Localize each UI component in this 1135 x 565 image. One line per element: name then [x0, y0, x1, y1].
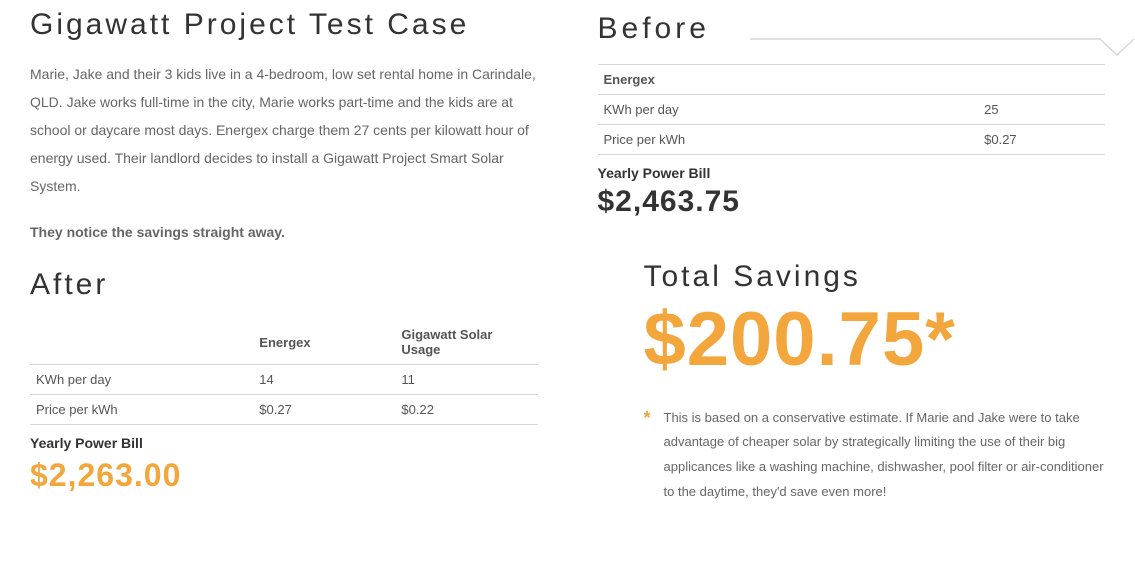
- savings-amount: $200.75*: [644, 300, 1106, 380]
- savings-title: Total Savings: [644, 260, 1106, 294]
- intro-callout: They notice the savings straight away.: [30, 218, 538, 246]
- after-bill-amount: $2,263.00: [30, 457, 538, 494]
- table-row: KWh per day 14 11: [30, 365, 538, 395]
- table-row: KWh per day 25: [598, 95, 1106, 125]
- before-row0-value: 25: [978, 95, 1105, 125]
- before-block: Before Energex KWh per day 25 Price per …: [598, 8, 1106, 246]
- after-title: After: [30, 268, 538, 302]
- before-row1-label: Price per kWh: [598, 125, 979, 155]
- page-title: Gigawatt Project Test Case: [30, 8, 538, 42]
- intro-block: Gigawatt Project Test Case Marie, Jake a…: [30, 8, 538, 246]
- after-col-energex: Energex: [253, 320, 395, 365]
- savings-footnote-text: This is based on a conservative estimate…: [664, 410, 1104, 499]
- before-row0-label: KWh per day: [598, 95, 979, 125]
- after-row0-solar: 11: [395, 365, 537, 395]
- after-row0-energex: 14: [253, 365, 395, 395]
- after-row1-label: Price per kWh: [30, 395, 253, 425]
- before-row1-value: $0.27: [978, 125, 1105, 155]
- after-col-solar: Gigawatt Solar Usage: [395, 320, 537, 365]
- before-table: Energex KWh per day 25 Price per kWh $0.…: [598, 64, 1106, 155]
- after-row1-solar: $0.22: [395, 395, 537, 425]
- table-row: Price per kWh $0.27: [598, 125, 1106, 155]
- after-block: After Energex Gigawatt Solar Usage KWh p…: [30, 268, 538, 505]
- before-provider-header: Energex: [598, 65, 979, 95]
- intro-paragraph: Marie, Jake and their 3 kids live in a 4…: [30, 60, 538, 200]
- after-table: Energex Gigawatt Solar Usage KWh per day…: [30, 320, 538, 425]
- after-row0-label: KWh per day: [30, 365, 253, 395]
- savings-block: Total Savings $200.75* * This is based o…: [598, 260, 1106, 505]
- asterisk-icon: *: [644, 406, 651, 431]
- after-row1-energex: $0.27: [253, 395, 395, 425]
- table-row: Price per kWh $0.27 $0.22: [30, 395, 538, 425]
- before-title: Before: [598, 12, 1106, 46]
- after-bill-label: Yearly Power Bill: [30, 435, 538, 451]
- before-bill-label: Yearly Power Bill: [598, 165, 1106, 181]
- savings-footnote: * This is based on a conservative estima…: [644, 406, 1106, 505]
- before-bill-amount: $2,463.75: [598, 185, 1106, 219]
